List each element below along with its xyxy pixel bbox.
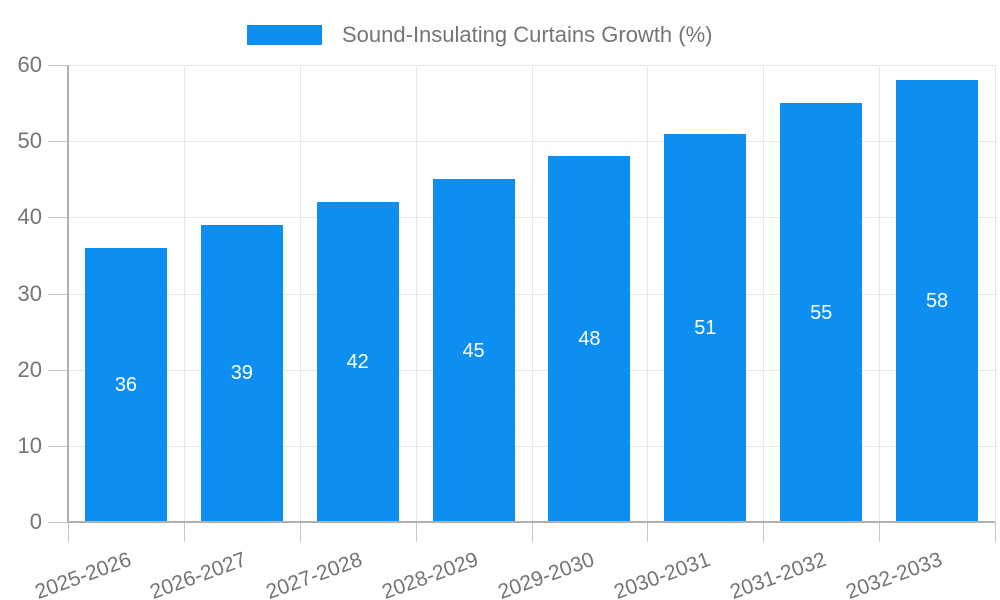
y-tick-label: 30 [17,280,42,306]
x-tick-label: 2026-2027 [147,548,250,600]
x-axis-tick [647,522,649,542]
bar: 39 [200,224,283,522]
y-axis-tick [48,141,68,143]
bar: 36 [84,247,167,522]
plot-area: 0 10 20 30 40 50 60 36 2025-2026 39 2026-2027 42 202… [18,52,996,600]
y-axis-tick [48,369,68,371]
x-axis-tick [879,522,881,542]
bar-value-label: 58 [925,290,949,313]
y-tick-label: 10 [17,432,42,458]
bar-value-label: 55 [810,301,833,324]
bar: 51 [664,133,747,522]
y-axis-tick [48,293,68,295]
bar: 48 [548,156,631,522]
x-gridline [879,65,881,522]
y-axis-line [67,65,69,522]
bar: 55 [780,103,863,522]
x-axis-tick [995,522,996,542]
x-gridline [183,65,185,522]
y-tick-label: 60 [17,52,42,77]
x-axis-tick [299,522,301,542]
bar-value-label: 42 [346,351,369,374]
x-tick-label: 2032-2033 [842,548,945,600]
y-axis-tick [48,522,68,523]
bar-value-label: 39 [230,362,253,385]
x-gridline [995,65,996,522]
y-axis-tick [48,217,68,219]
x-gridline [299,65,301,522]
x-tick-label: 2030-2031 [610,548,714,600]
bar: 45 [432,179,515,522]
y-tick-label: 20 [17,356,42,382]
y-tick-label: 40 [17,204,42,230]
x-gridline [531,65,533,522]
x-gridline [415,65,417,522]
y-axis-tick [48,445,68,447]
bar-value-label: 36 [114,373,138,396]
bar-value-label: 48 [578,328,601,351]
x-gridline [647,65,649,522]
y-tick-label: 50 [17,128,42,154]
x-axis-tick [531,522,533,542]
x-gridline [763,65,765,522]
x-axis-tick [763,522,765,542]
bar: 58 [896,80,979,522]
x-axis-tick [183,522,185,542]
bar-value-label: 51 [694,316,717,339]
x-axis-line [68,521,995,523]
x-tick-label: 2029-2030 [495,548,598,600]
legend-swatch [247,25,322,45]
legend-label: Sound-Insulating Curtains Growth (%) [342,22,713,47]
x-tick-label: 2025-2026 [31,548,134,600]
bar-value-label: 45 [462,339,485,362]
x-tick-label: 2031-2032 [726,548,830,600]
x-axis-tick [415,522,417,542]
x-axis-tick [68,522,69,542]
y-axis-tick [48,65,68,66]
y-tick-label: 0 [29,509,42,534]
x-tick-label: 2028-2029 [379,548,482,600]
legend[interactable]: Sound-Insulating Curtains Growth (%) [247,22,713,48]
bar: 42 [316,202,399,522]
x-tick-label: 2027-2028 [263,548,366,600]
